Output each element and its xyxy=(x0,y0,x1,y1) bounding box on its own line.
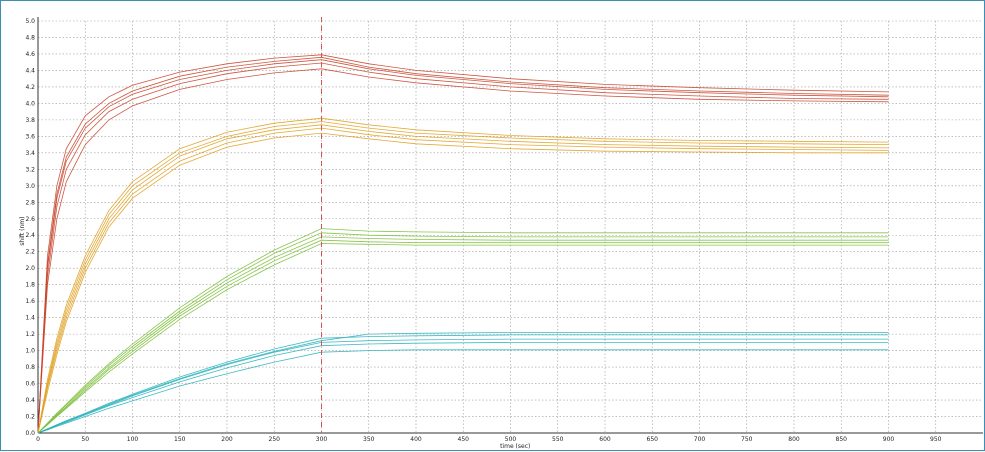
x-axis-label: time (sec) xyxy=(500,443,530,450)
x-tick-label: 200 xyxy=(221,436,233,443)
y-tick-label: 3.0 xyxy=(25,183,35,190)
series-line xyxy=(37,59,889,434)
x-tick-label: 850 xyxy=(836,436,848,443)
x-tick-label: 750 xyxy=(741,436,753,443)
x-tick-label: 600 xyxy=(599,436,611,443)
series-line xyxy=(37,62,889,434)
y-tick-label: 0.4 xyxy=(25,397,35,404)
tick-labels: 0 50 100 150 200 250 300 350 400 450 500 550 600 650 7… xyxy=(25,18,941,443)
series-line xyxy=(37,54,889,434)
x-tick-label: 700 xyxy=(694,436,706,443)
y-tick-label: 4.4 xyxy=(25,67,35,74)
y-tick-label: 1.8 xyxy=(25,282,35,289)
x-tick-label: 450 xyxy=(458,436,470,443)
x-tick-label: 400 xyxy=(410,436,422,443)
series-line xyxy=(37,332,889,434)
chart-axes xyxy=(37,17,983,434)
x-tick-label: 300 xyxy=(316,436,328,443)
y-tick-label: 0.8 xyxy=(25,364,35,371)
series-line xyxy=(37,243,889,434)
x-tick-label: 250 xyxy=(269,436,281,443)
series-line xyxy=(37,127,889,434)
series-line xyxy=(37,232,889,434)
y-tick-label: 3.6 xyxy=(25,133,35,140)
series-line xyxy=(37,236,889,434)
y-tick-label: 2.2 xyxy=(25,249,35,256)
series-line xyxy=(37,124,889,434)
series-line xyxy=(37,334,889,434)
y-tick-label: 1.2 xyxy=(25,331,35,338)
y-tick-label: 4.6 xyxy=(25,51,35,58)
y-tick-label: 1.4 xyxy=(25,315,35,322)
y-tick-label: 2.6 xyxy=(25,216,35,223)
y-tick-label: 2.0 xyxy=(25,265,35,272)
y-axis-label: shift (nm) xyxy=(19,217,26,246)
y-tick-label: 0.6 xyxy=(25,381,35,388)
x-tick-label: 950 xyxy=(930,436,942,443)
y-tick-label: 0.0 xyxy=(25,430,35,437)
x-tick-label: 800 xyxy=(788,436,800,443)
x-tick-label: 500 xyxy=(505,436,517,443)
y-tick-label: 4.0 xyxy=(25,100,35,107)
x-tick-label: 150 xyxy=(174,436,186,443)
series-line xyxy=(37,341,889,434)
y-tick-label: 0.2 xyxy=(25,414,35,421)
series-line xyxy=(37,68,889,434)
y-tick-label: 4.8 xyxy=(25,34,35,41)
x-tick-label: 0 xyxy=(36,436,40,443)
series-line xyxy=(37,121,889,434)
series-line xyxy=(37,117,889,434)
series-line xyxy=(37,56,889,434)
x-tick-label: 550 xyxy=(552,436,564,443)
x-tick-label: 100 xyxy=(127,436,139,443)
series-line xyxy=(37,132,889,434)
series-line xyxy=(37,349,889,434)
series-line xyxy=(37,228,889,434)
x-tick-label: 900 xyxy=(883,436,895,443)
y-tick-label: 1.0 xyxy=(25,348,35,355)
chart-grid xyxy=(38,20,983,433)
chart-series xyxy=(37,54,889,434)
y-tick-label: 3.4 xyxy=(25,150,35,157)
x-tick-label: 50 xyxy=(81,436,89,443)
y-tick-label: 5.0 xyxy=(25,18,35,25)
y-tick-label: 1.6 xyxy=(25,298,35,305)
y-tick-label: 4.2 xyxy=(25,84,35,91)
series-line xyxy=(37,239,889,434)
x-tick-label: 350 xyxy=(363,436,375,443)
y-tick-label: 3.2 xyxy=(25,166,35,173)
y-tick-label: 3.8 xyxy=(25,117,35,124)
y-tick-label: 2.8 xyxy=(25,199,35,206)
x-tick-label: 650 xyxy=(647,436,659,443)
y-tick-label: 2.4 xyxy=(25,232,35,239)
